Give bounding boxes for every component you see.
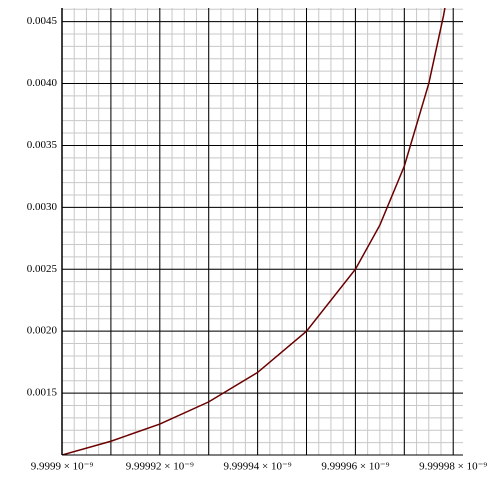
- plot-area: [62, 8, 446, 455]
- y-tick-label: 0.0025: [27, 263, 58, 275]
- x-tick-label: 9.99994 × 10⁻⁹: [224, 461, 292, 473]
- y-tick-label: 0.0040: [27, 77, 58, 89]
- y-tick-label: 0.0035: [27, 139, 58, 151]
- y-tick-label: 0.0030: [27, 201, 58, 213]
- grid: [61, 8, 463, 456]
- y-tick-label: 0.0020: [27, 325, 58, 337]
- x-tick-label: 9.99996 × 10⁻⁹: [321, 461, 389, 473]
- line-series: [62, 8, 446, 455]
- x-tick-label: 9.99992 × 10⁻⁹: [126, 461, 194, 473]
- y-tick-label: 0.0045: [27, 15, 58, 27]
- labels: 0.0015 0.0020 0.0025 0.0030 0.0035 0.0040 0.00…: [27, 8, 487, 473]
- x-tick-label: 9.99998 × 10⁻⁹: [419, 461, 487, 473]
- y-tick-label: 0.0015: [27, 387, 58, 399]
- x-tick-label: 9.9999 × 10⁻⁹: [31, 461, 94, 473]
